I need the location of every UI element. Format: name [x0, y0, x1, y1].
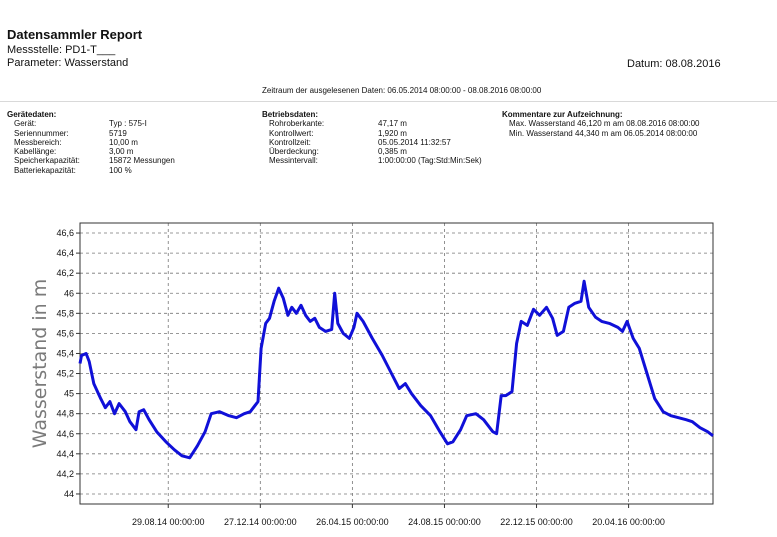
device-data-value: 5719: [109, 128, 127, 138]
y-tick-label: 45,4: [56, 348, 74, 358]
time-range-label: Zeitraum der ausgelesenen Daten: 06.05.2…: [262, 86, 542, 95]
section-divider: [0, 101, 777, 102]
device-data-row: Batteriekapazität: 100 %: [7, 165, 132, 175]
device-data-label: Batteriekapazität:: [14, 165, 76, 175]
parameter-label: Parameter: Wasserstand: [7, 57, 129, 69]
comment-min-line: Min. Wasserstand 44,340 m am 06.05.2014 …: [509, 128, 698, 138]
device-data-label: Messbereich:: [14, 137, 62, 147]
report-title: Datensammler Report: [7, 27, 143, 42]
y-axis-ticks: 46,6 46,4 46,2 46 45,8 45,6 45,4 45,2 45 44,8 44,6…: [56, 228, 80, 499]
operating-data-label: Kontrollwert:: [269, 128, 314, 138]
device-data-value: 10,00 m: [109, 137, 138, 147]
device-data-label: Kabellänge:: [14, 147, 57, 157]
report-date: Datum: 08.08.2016: [627, 58, 721, 70]
comments-section: Kommentare zur Aufzeichnung: Max. Wasser…: [502, 110, 699, 138]
messstelle-label: Messstelle: PD1-T___: [7, 44, 116, 56]
device-data-row: Speicherkapazität: 15872 Messungen: [7, 156, 175, 166]
y-tick-label: 44,2: [56, 469, 74, 479]
device-data-value: 15872 Messungen: [109, 156, 175, 166]
operating-data-row: Kontrollwert: 1,920 m: [262, 128, 407, 138]
x-tick-label: 22.12.15 00:00:00: [500, 517, 573, 527]
y-tick-label: 44: [64, 489, 74, 499]
plot-frame: [79, 222, 714, 505]
device-data-value: 100 %: [109, 165, 132, 175]
chart-grid: [80, 223, 713, 504]
operating-data-row: Kontrollzeit: 05.05.2014 11:32:57: [262, 137, 451, 147]
device-data-heading: Gerätedaten:: [7, 110, 57, 119]
x-tick-label: 20.04.16 00:00:00: [592, 517, 665, 527]
operating-data-heading: Betriebsdaten:: [262, 110, 319, 119]
y-tick-label: 46: [64, 288, 74, 298]
operating-data-value: 1:00:00:00 (Tag:Std:Min:Sek): [378, 156, 482, 166]
y-tick-label: 44,8: [56, 409, 74, 419]
x-tick-label: 27.12.14 00:00:00: [224, 517, 297, 527]
device-data-label: Gerät:: [14, 119, 37, 129]
series-line-wasserstand: [78, 279, 714, 460]
device-data-section: Gerätedaten: Gerät: Typ : 575-I Seriennumm…: [7, 110, 175, 175]
operating-data-value: 47,17 m: [378, 119, 407, 129]
y-axis-label: Wasserstand in m: [29, 279, 51, 449]
x-tick-label: 29.08.14 00:00:00: [132, 517, 205, 527]
y-tick-label: 46,2: [56, 268, 74, 278]
y-tick-label: 44,6: [56, 429, 74, 439]
device-data-row: Messbereich: 10,00 m: [7, 137, 138, 147]
y-tick-label: 45,8: [56, 308, 74, 318]
operating-data-label: Überdeckung:: [269, 147, 319, 157]
device-data-row: Gerät: Typ : 575-I: [7, 119, 147, 129]
operating-data-section: Betriebsdaten: Rohroberkante: 47,17 m Kont…: [262, 110, 482, 166]
device-data-label: Seriennummer:: [14, 128, 69, 138]
y-tick-label: 44,4: [56, 449, 74, 459]
device-data-value: 3,00 m: [109, 147, 134, 157]
operating-data-value: 0,385 m: [378, 147, 407, 157]
comment-max-line: Max. Wasserstand 46,120 m am 08.08.2016 …: [509, 119, 700, 129]
comments-heading: Kommentare zur Aufzeichnung:: [502, 110, 623, 119]
operating-data-row: Messintervall: 1:00:00:00 (Tag:Std:Min:Se…: [262, 156, 482, 166]
y-tick-label: 45: [64, 389, 74, 399]
operating-data-value: 1,920 m: [378, 128, 407, 138]
operating-data-row: Rohroberkante: 47,17 m: [262, 119, 407, 129]
operating-data-value: 05.05.2014 11:32:57: [378, 137, 451, 147]
device-data-value: Typ : 575-I: [109, 119, 147, 129]
operating-data-label: Rohroberkante:: [269, 119, 325, 129]
operating-data-row: Überdeckung: 0,385 m: [262, 147, 407, 157]
device-data-label: Speicherkapazität:: [14, 156, 80, 166]
operating-data-label: Messintervall:: [269, 156, 318, 166]
device-data-row: Kabellänge: 3,00 m: [7, 147, 133, 157]
x-axis-ticks: 29.08.14 00:00:00 27.12.14 00:00:00 26.04.…: [132, 504, 665, 527]
y-tick-label: 46,6: [56, 228, 74, 238]
x-tick-label: 24.08.15 00:00:00: [408, 517, 481, 527]
device-data-row: Seriennummer: 5719: [7, 128, 127, 138]
water-level-chart: 46,6 46,4 46,2 46 45,8 45,6 45,4 45,2 45 44,8 44,6…: [29, 222, 714, 527]
y-tick-label: 45,6: [56, 328, 74, 338]
y-tick-label: 45,2: [56, 369, 74, 379]
y-tick-label: 46,4: [56, 248, 74, 258]
operating-data-label: Kontrollzeit:: [269, 137, 311, 147]
x-tick-label: 26.04.15 00:00:00: [316, 517, 389, 527]
